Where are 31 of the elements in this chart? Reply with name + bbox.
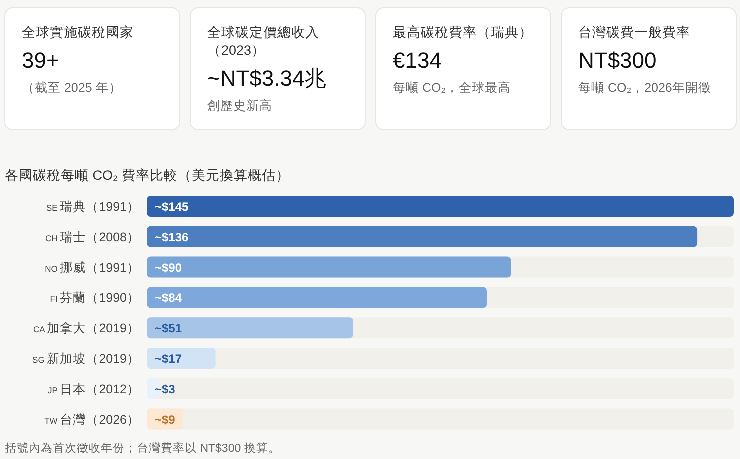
- y-tick-label: CA 加拿大（2019）: [33, 322, 140, 336]
- text: 台灣碳費一般費率: [578, 25, 690, 40]
- text: 每噸 CO₂，全球最高: [393, 80, 512, 95]
- text: 39+: [22, 48, 60, 73]
- data-label: ~$145: [155, 200, 190, 214]
- data-label: ~$136: [155, 230, 190, 244]
- y-tick-label: CH 瑞士（2008）: [46, 230, 140, 244]
- text: 每噸 CO₂，2026年開徵: [578, 81, 712, 95]
- text: 創歷史新高: [208, 98, 272, 113]
- text: ~NT$3.34兆: [208, 66, 327, 91]
- text: 全球實施碳稅國家: [22, 25, 134, 40]
- text: （截至 2025 年）: [22, 81, 122, 95]
- text: NT$300: [578, 48, 657, 73]
- y-tick-label: TW 台灣（2026）: [44, 412, 140, 427]
- data-label: ~$9: [155, 412, 176, 427]
- data-label: ~$84: [155, 291, 182, 306]
- data-label: ~$17: [155, 352, 182, 366]
- y-tick-label: NO 挪威（1991）: [45, 260, 140, 275]
- bar: [147, 348, 216, 369]
- data-label: ~$3: [155, 382, 176, 396]
- y-tick-label: JP 日本（2012）: [48, 382, 140, 396]
- y-tick-label: SG 新加坡（2019）: [32, 352, 140, 366]
- data-label: ~$51: [155, 322, 182, 336]
- text: €134: [393, 48, 442, 73]
- data-label: ~$90: [155, 260, 182, 275]
- text: 最高碳稅費率（瑞典）: [393, 25, 533, 40]
- chart-title: 各國碳稅每噸 CO₂ 費率比較（美元換算概估）: [5, 168, 290, 183]
- y-tick-label: FI 芬蘭（1990）: [50, 291, 140, 306]
- text: 全球碳定價總收入（2023）: [208, 25, 320, 58]
- text: 括號內為首次徵收年份；台灣費率以 NT$300 換算。: [5, 441, 280, 455]
- y-tick-label: SE 瑞典（1991）: [46, 200, 140, 214]
